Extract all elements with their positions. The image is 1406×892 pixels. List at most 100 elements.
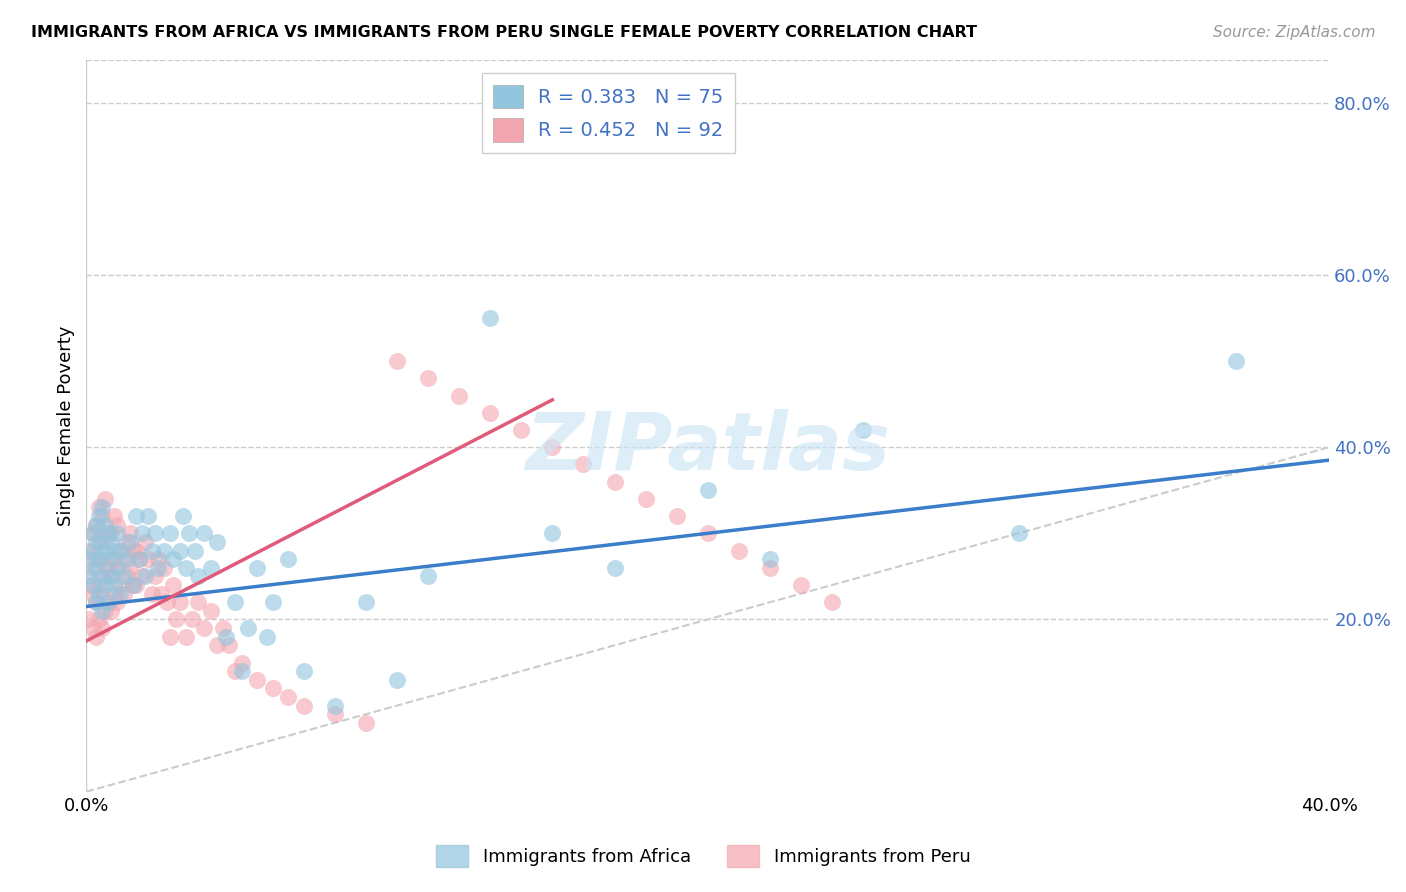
Point <box>94 578 117 592</box>
Point <box>110 586 132 600</box>
Point <box>125 578 148 592</box>
Point <box>153 561 176 575</box>
Point <box>138 552 160 566</box>
Point <box>236 621 259 635</box>
Point <box>162 578 184 592</box>
Point <box>82 526 104 541</box>
Point <box>149 586 172 600</box>
Point <box>603 475 626 489</box>
Point <box>87 509 110 524</box>
Point <box>115 569 138 583</box>
Point <box>105 561 128 575</box>
Legend: Immigrants from Africa, Immigrants from Peru: Immigrants from Africa, Immigrants from … <box>429 838 977 874</box>
Point <box>87 578 110 592</box>
Point <box>82 561 104 575</box>
Point <box>200 604 222 618</box>
Point <box>100 569 122 583</box>
Point <box>84 517 107 532</box>
Point <box>82 543 104 558</box>
Point <box>82 526 104 541</box>
Point <box>727 543 749 558</box>
Point <box>128 552 150 566</box>
Point <box>100 569 122 583</box>
Point <box>97 595 120 609</box>
Point <box>90 586 112 600</box>
Point <box>246 673 269 687</box>
Point <box>184 543 207 558</box>
Point <box>84 630 107 644</box>
Point <box>479 310 502 325</box>
Point <box>165 612 187 626</box>
Point <box>84 595 107 609</box>
Point <box>131 569 153 583</box>
Point <box>790 578 813 592</box>
Point <box>200 561 222 575</box>
Point <box>193 526 215 541</box>
Point <box>103 543 125 558</box>
Point <box>256 630 278 644</box>
Point <box>125 543 148 558</box>
Point <box>118 561 141 575</box>
Point <box>159 526 181 541</box>
Point <box>385 673 408 687</box>
Point <box>87 552 110 566</box>
Point <box>94 604 117 618</box>
Point <box>138 509 160 524</box>
Point <box>87 535 110 549</box>
Point <box>90 500 112 515</box>
Point <box>143 526 166 541</box>
Legend: R = 0.383   N = 75, R = 0.452   N = 92: R = 0.383 N = 75, R = 0.452 N = 92 <box>482 73 735 153</box>
Point <box>84 561 107 575</box>
Text: IMMIGRANTS FROM AFRICA VS IMMIGRANTS FROM PERU SINGLE FEMALE POVERTY CORRELATION: IMMIGRANTS FROM AFRICA VS IMMIGRANTS FRO… <box>31 25 977 40</box>
Point <box>174 630 197 644</box>
Point <box>103 586 125 600</box>
Point <box>759 561 782 575</box>
Point <box>122 543 145 558</box>
Point <box>105 526 128 541</box>
Point <box>1007 526 1029 541</box>
Point <box>354 595 377 609</box>
Point <box>153 543 176 558</box>
Point <box>94 517 117 532</box>
Point <box>82 578 104 592</box>
Point <box>97 526 120 541</box>
Point <box>122 578 145 592</box>
Text: ZIPatlas: ZIPatlas <box>526 409 890 487</box>
Point <box>224 664 246 678</box>
Point <box>323 698 346 713</box>
Point <box>90 552 112 566</box>
Point <box>79 578 101 592</box>
Point <box>212 621 235 635</box>
Point <box>118 535 141 549</box>
Point <box>87 500 110 515</box>
Point <box>193 621 215 635</box>
Point <box>224 595 246 609</box>
Point <box>87 586 110 600</box>
Point <box>292 698 315 713</box>
Point <box>696 483 718 498</box>
Point <box>541 526 564 541</box>
Point <box>323 707 346 722</box>
Point <box>852 423 875 437</box>
Point <box>821 595 844 609</box>
Point <box>162 552 184 566</box>
Point <box>90 604 112 618</box>
Text: Source: ZipAtlas.com: Source: ZipAtlas.com <box>1212 25 1375 40</box>
Point <box>100 526 122 541</box>
Point <box>103 578 125 592</box>
Point <box>143 569 166 583</box>
Point <box>277 690 299 704</box>
Point <box>231 664 253 678</box>
Point <box>277 552 299 566</box>
Point <box>510 423 533 437</box>
Point <box>122 578 145 592</box>
Point <box>759 552 782 566</box>
Point <box>115 535 138 549</box>
Point <box>541 440 564 454</box>
Point <box>262 681 284 696</box>
Point <box>100 604 122 618</box>
Point <box>416 371 439 385</box>
Point <box>115 552 138 566</box>
Point <box>110 543 132 558</box>
Point <box>90 535 112 549</box>
